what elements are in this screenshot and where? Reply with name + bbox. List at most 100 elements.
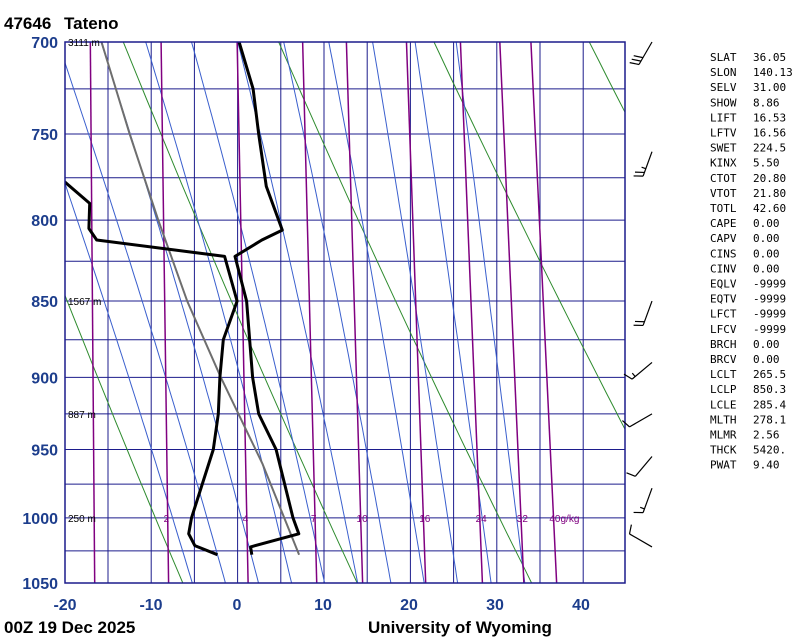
moist-adiabat: [65, 181, 193, 583]
index-name: VTOT: [710, 187, 737, 200]
index-value: 20.80: [753, 172, 786, 185]
temperature-profile: [233, 42, 301, 555]
mixing-ratio-line: [89, 42, 96, 583]
barb-feather: [633, 55, 644, 59]
index-value: 0.00: [753, 217, 780, 230]
index-name: THCK: [710, 444, 737, 457]
height-label: 887 m: [68, 410, 96, 421]
moist-adiabat: [191, 42, 326, 583]
index-name: CINV: [710, 262, 737, 275]
thermo-lines: [0, 42, 625, 583]
index-value: 0.00: [753, 247, 780, 260]
barb-half-feather: [641, 166, 647, 170]
index-name: LFCV: [710, 323, 737, 336]
index-value: 5420.: [753, 444, 786, 457]
barb-shaft: [629, 533, 653, 548]
moist-adiabat: [455, 42, 526, 583]
index-name: BRCV: [710, 353, 737, 366]
stability-indices: SLAT 36.05 SLON 140.13 SELV 31.00 SHOW 8.86 LIFT…: [710, 51, 793, 472]
temperature-tick-label: 30: [486, 597, 504, 614]
footer-time: 00Z 19 Dec 2025: [4, 618, 135, 637]
mixing-ratio-label: 32: [517, 514, 529, 525]
barb-shaft: [634, 456, 653, 477]
index-value: 36.05: [753, 51, 786, 64]
index-name: CINS: [710, 247, 737, 260]
axis-labels: 1050 1000 950 900 850 800 750 700 -20 -10 0 10 20 30 4…: [22, 35, 590, 614]
index-name: TOTL: [710, 202, 737, 215]
mixing-ratio-line: [530, 42, 558, 583]
index-value: 2.56: [753, 429, 780, 442]
mixing-ratio-line: [499, 42, 525, 583]
wind-barb: [629, 41, 653, 66]
barb-shaft: [642, 151, 653, 177]
pressure-tick-label: 1050: [22, 576, 58, 593]
moist-adiabat: [372, 42, 459, 583]
wind-barb: [633, 488, 653, 514]
index-name: CTOT: [710, 172, 737, 185]
barb-shaft: [631, 361, 653, 380]
moist-adiabat: [237, 42, 359, 583]
dry-adiabat: [0, 42, 8, 583]
pressure-tick-label: 800: [31, 213, 58, 230]
station-id: 47646: [4, 14, 51, 33]
pressure-tick-label: 850: [31, 294, 58, 311]
height-label: 250 m: [68, 514, 96, 525]
barb-feather: [623, 373, 633, 380]
index-name: MLMR: [710, 429, 737, 442]
index-name: SELV: [710, 81, 737, 94]
profiles: [65, 42, 301, 557]
mixing-ratio-line: [236, 42, 249, 583]
temperature-tick-label: -10: [139, 597, 162, 614]
index-value: 278.1: [753, 413, 786, 426]
barb-shaft: [638, 41, 653, 65]
index-value: 16.56: [753, 127, 786, 140]
index-name: SLAT: [710, 51, 737, 64]
wind-barb: [628, 524, 653, 548]
mixing-ratio-line: [4, 42, 5, 583]
dry-adiabat: [65, 294, 184, 583]
barb-feather: [622, 420, 630, 428]
wind-barb: [633, 300, 653, 327]
temperature-tick-label: 20: [400, 597, 418, 614]
wind-barb: [633, 151, 653, 177]
index-name: LCLE: [710, 398, 737, 411]
pressure-tick-label: 1000: [22, 511, 58, 528]
index-name: SHOW: [710, 96, 737, 109]
mixing-ratio-label: 2: [164, 514, 170, 525]
temperature-tick-label: 0: [233, 597, 242, 614]
index-name: LFTV: [710, 127, 737, 140]
index-name: PWAT: [710, 459, 737, 472]
index-name: LCLT: [710, 368, 737, 381]
pressure-tick-label: 950: [31, 442, 58, 459]
index-value: 140.13: [753, 66, 793, 79]
temperature-tick-label: 40: [572, 597, 590, 614]
barb-half-feather: [639, 506, 645, 510]
moist-adiabat: [283, 42, 392, 583]
mixing-ratio-label: 40g/kg: [549, 514, 579, 525]
moist-adiabat: [414, 42, 492, 583]
index-value: -9999: [753, 308, 786, 321]
index-name: EQTV: [710, 293, 737, 306]
index-name: KINX: [710, 157, 737, 170]
barb-feather: [631, 58, 642, 62]
index-value: 16.53: [753, 111, 786, 124]
index-name: EQLV: [710, 278, 737, 291]
barb-feather: [629, 62, 640, 66]
mixing-ratio-line: [301, 42, 318, 583]
moist-adiabat: [100, 42, 259, 583]
barb-shaft: [642, 300, 653, 326]
mixing-ratio-label: 10: [357, 514, 369, 525]
dewpoint-profile: [65, 180, 239, 557]
index-value: 9.40: [753, 459, 780, 472]
index-name: SWET: [710, 142, 737, 155]
index-value: 42.60: [753, 202, 786, 215]
wind-barb: [623, 361, 653, 380]
mixing-ratio-label: 7: [311, 514, 317, 525]
plot-frame: [64, 41, 626, 584]
mixing-ratio-line: [405, 42, 427, 583]
moist-adiabat: [145, 42, 293, 583]
pressure-tick-label: 750: [31, 127, 58, 144]
index-name: LFCT: [710, 308, 737, 321]
